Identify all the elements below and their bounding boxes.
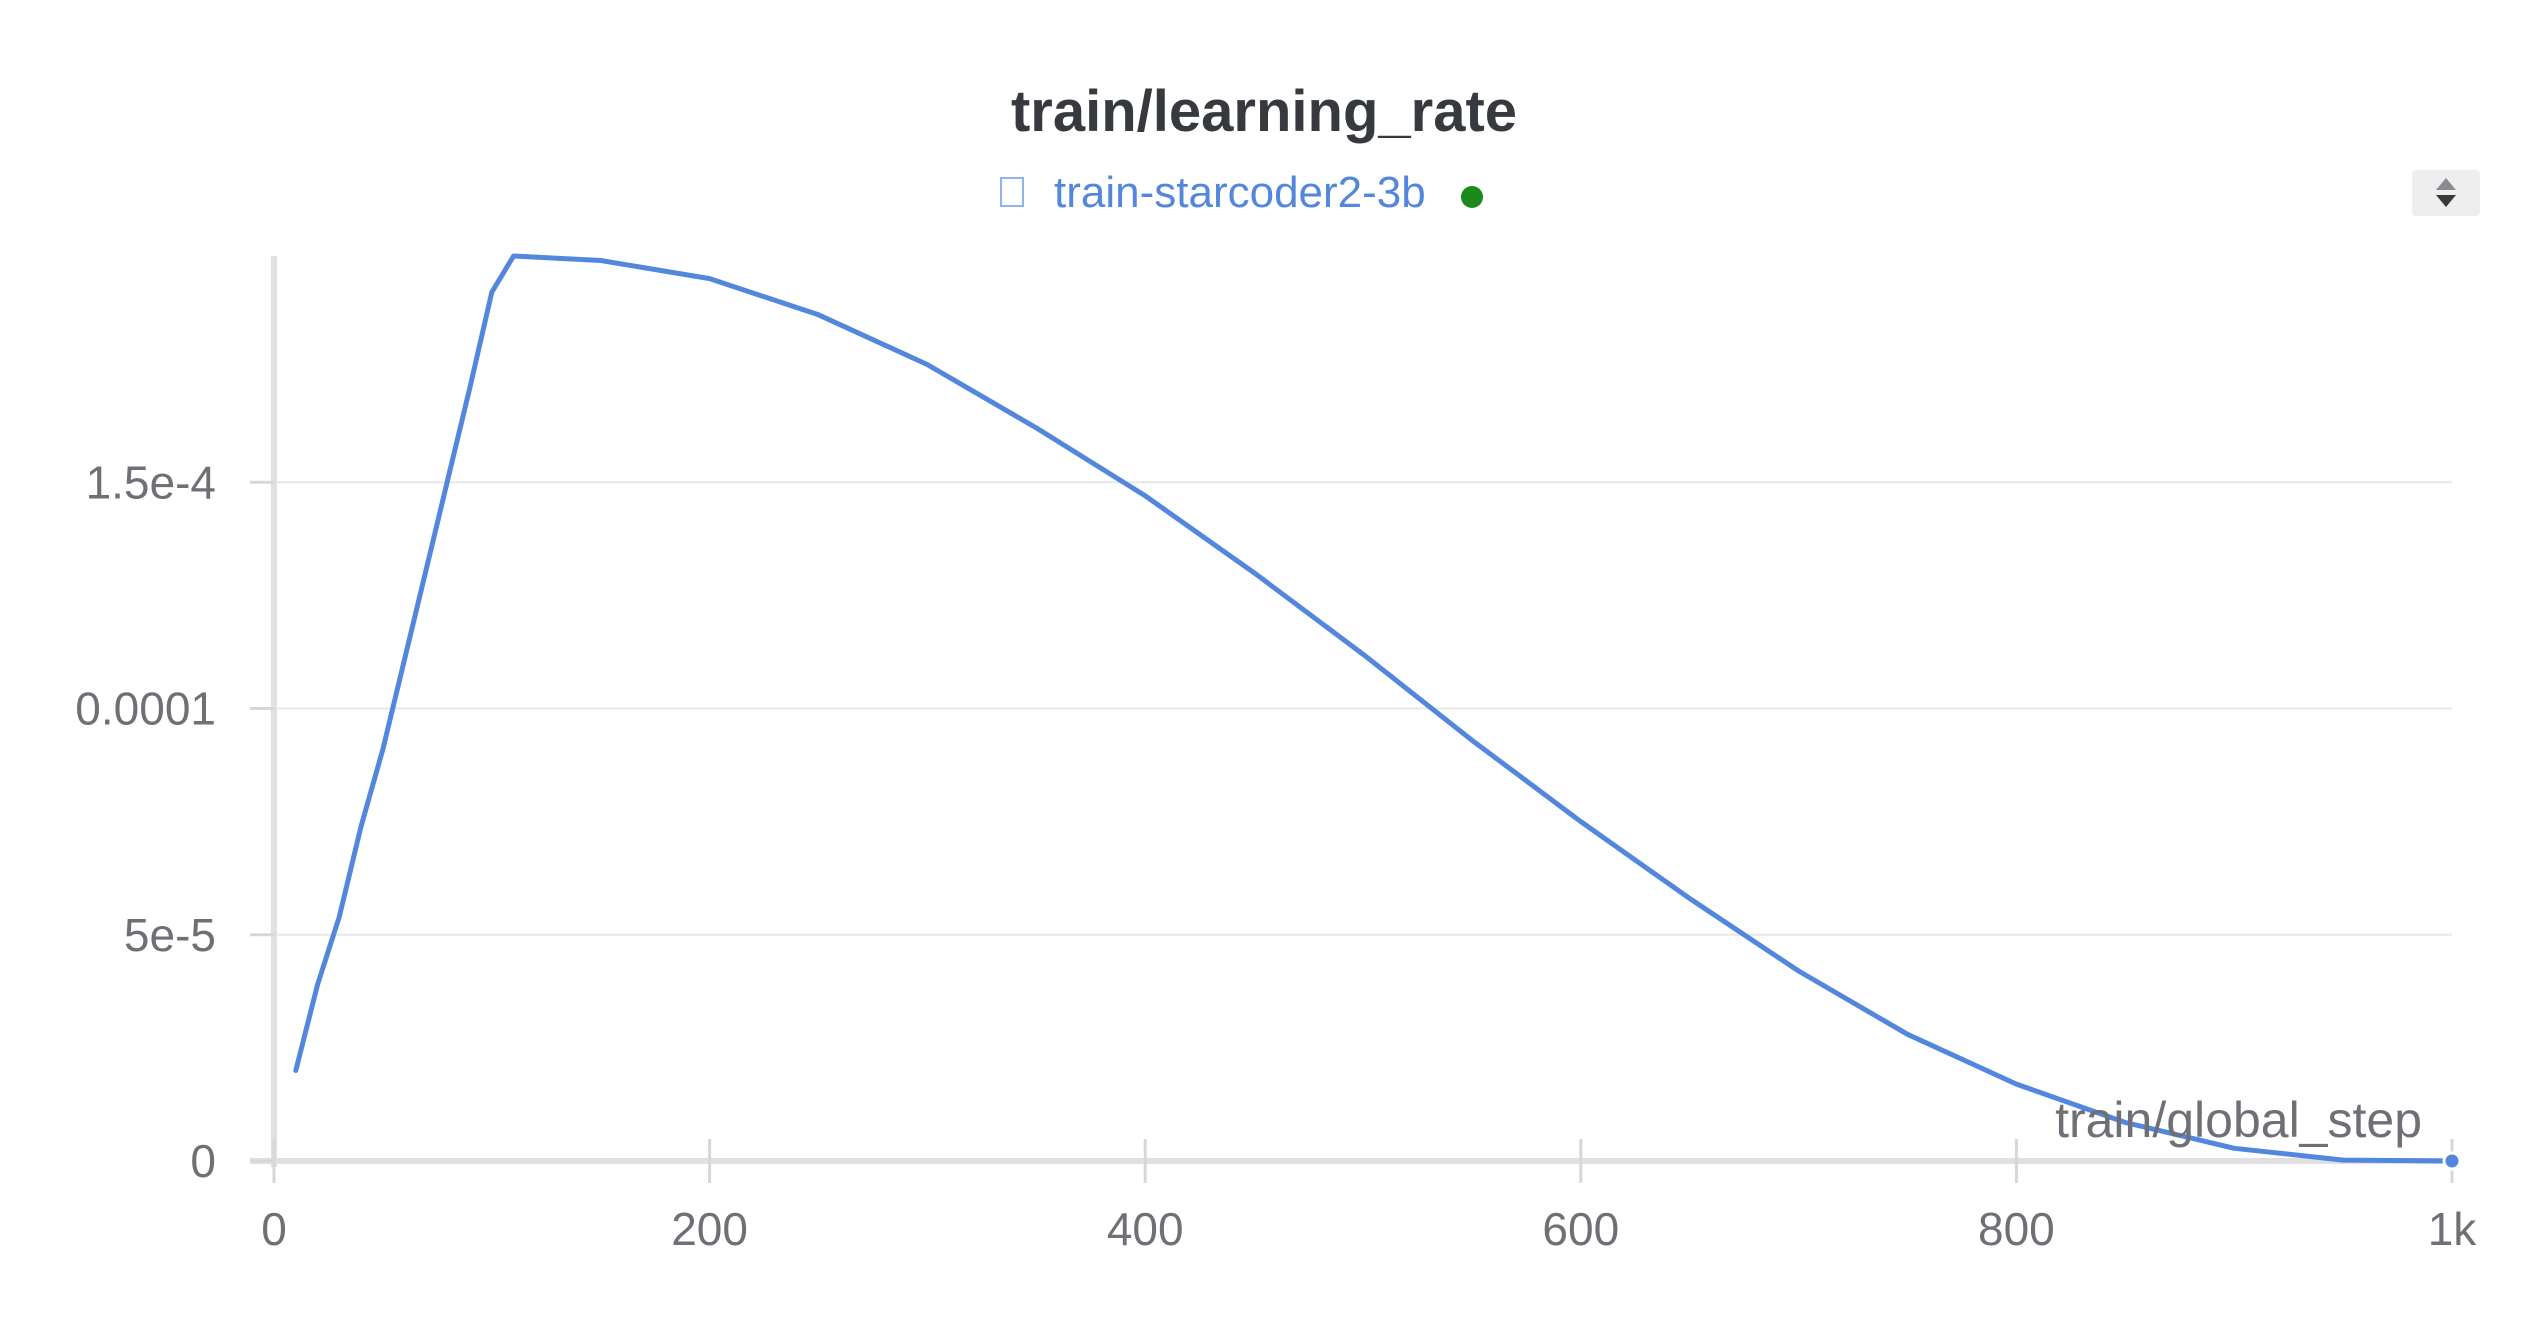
run-status-dot bbox=[1461, 186, 1483, 208]
legend-scroll-button[interactable] bbox=[2412, 170, 2480, 216]
y-tick-label: 0.0001 bbox=[75, 683, 216, 735]
x-tick-label: 200 bbox=[671, 1203, 748, 1255]
series-layer bbox=[293, 253, 2462, 1171]
x-axis-ticks: 0 200 400 600 800 1k bbox=[261, 1139, 2477, 1255]
legend-series-name[interactable]: train-starcoder2-3b bbox=[1054, 168, 1426, 217]
x-tick-label: 1k bbox=[2428, 1203, 2478, 1255]
series-end-point bbox=[2442, 1151, 2462, 1171]
grid-lines bbox=[274, 481, 2452, 936]
y-tick-label: 1.5e-4 bbox=[86, 456, 216, 508]
y-axis-ticks: 0 5e-5 0.0001 1.5e-4 bbox=[75, 456, 274, 1187]
x-tick-label: 400 bbox=[1107, 1203, 1184, 1255]
x-tick-label: 0 bbox=[261, 1203, 287, 1255]
chart-title: train/learning_rate bbox=[1011, 79, 1517, 144]
series-line-0 bbox=[293, 253, 2455, 1164]
x-tick-label: 800 bbox=[1978, 1203, 2055, 1255]
square-outline-icon bbox=[1000, 177, 1024, 207]
x-axis-title: train/global_step bbox=[2055, 1092, 2422, 1148]
chevron-down-icon bbox=[2436, 195, 2456, 207]
y-tick-label: 5e-5 bbox=[124, 909, 216, 961]
y-tick-label: 0 bbox=[190, 1135, 216, 1187]
x-tick-label: 600 bbox=[1542, 1203, 1619, 1255]
legend[interactable]: train-starcoder2-3b bbox=[1000, 168, 1483, 217]
chevron-up-icon bbox=[2436, 178, 2456, 190]
axes bbox=[250, 256, 2452, 1167]
